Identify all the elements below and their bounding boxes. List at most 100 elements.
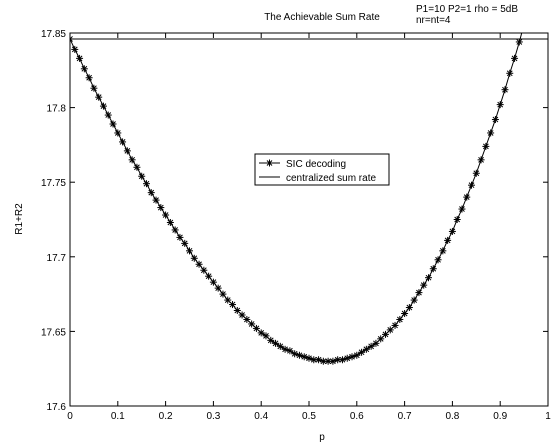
data-point-sic-decoding bbox=[90, 84, 98, 92]
legend-centralized-label: centralized sum rate bbox=[286, 173, 376, 184]
plot-layer: 0 0.1 0.2 0.3 0.4 0.5 0.6 0.7 0.8 0.9 1 17.6 17.65 17… bbox=[41, 29, 551, 422]
data-point-sic-decoding bbox=[238, 311, 246, 319]
data-point-sic-decoding bbox=[219, 290, 227, 298]
y-tick-label: 17.75 bbox=[41, 178, 66, 189]
data-point-sic-decoding bbox=[272, 339, 280, 347]
x-tick-label: 0.4 bbox=[254, 411, 268, 422]
data-point-sic-decoding bbox=[281, 345, 289, 353]
data-point-sic-decoding bbox=[511, 54, 519, 62]
x-tick-label: 0.3 bbox=[206, 411, 220, 422]
data-point-sic-decoding bbox=[377, 335, 385, 343]
data-point-sic-decoding bbox=[262, 332, 270, 340]
data-point-sic-decoding bbox=[315, 356, 323, 364]
chart-title: The Achievable Sum Rate bbox=[264, 12, 380, 23]
chart-annotation-line-2: nr=nt=4 bbox=[416, 15, 451, 26]
y-tick-label: 17.7 bbox=[47, 253, 67, 264]
data-point-sic-decoding bbox=[415, 289, 423, 297]
data-point-sic-decoding bbox=[229, 301, 237, 309]
data-point-sic-decoding bbox=[233, 307, 241, 315]
data-point-sic-decoding bbox=[133, 163, 141, 171]
x-tick-label: 0.7 bbox=[398, 411, 412, 422]
data-layer bbox=[70, 33, 548, 365]
data-point-sic-decoding bbox=[142, 180, 150, 188]
data-point-sic-decoding bbox=[300, 353, 308, 361]
data-point-sic-decoding bbox=[76, 54, 84, 62]
y-tick-label: 17.6 bbox=[47, 402, 67, 413]
data-point-sic-decoding bbox=[372, 339, 380, 347]
data-point-sic-decoding bbox=[515, 38, 523, 46]
data-point-sic-decoding bbox=[190, 254, 198, 262]
data-point-sic-decoding bbox=[348, 353, 356, 361]
data-point-sic-decoding bbox=[434, 256, 442, 264]
data-point-sic-decoding bbox=[444, 236, 452, 244]
y-tick-label: 17.85 bbox=[41, 29, 66, 40]
data-point-sic-decoding bbox=[200, 266, 208, 274]
data-point-sic-decoding bbox=[429, 265, 437, 273]
data-point-sic-decoding bbox=[448, 227, 456, 235]
x-tick-label: 0.8 bbox=[445, 411, 459, 422]
data-point-sic-decoding bbox=[205, 272, 213, 280]
data-point-sic-decoding bbox=[305, 354, 313, 362]
data-point-sic-decoding bbox=[119, 138, 127, 146]
data-point-sic-decoding bbox=[123, 147, 131, 155]
data-point-sic-decoding bbox=[501, 86, 509, 94]
data-point-sic-decoding bbox=[425, 274, 432, 282]
data-point-sic-decoding bbox=[157, 204, 165, 212]
data-point-sic-decoding bbox=[109, 120, 117, 128]
data-point-sic-decoding bbox=[324, 357, 332, 365]
data-point-sic-decoding bbox=[405, 304, 413, 312]
data-point-sic-decoding bbox=[286, 347, 294, 355]
data-point-sic-decoding bbox=[463, 193, 471, 201]
legend-sic-label: SIC decoding bbox=[286, 159, 346, 170]
legend-asterisk-icon bbox=[266, 159, 273, 167]
data-point-sic-decoding bbox=[491, 116, 499, 124]
chart-annotation-line-1: P1=10 P2=1 rho = 5dB bbox=[416, 4, 518, 15]
data-point-sic-decoding bbox=[276, 342, 284, 350]
y-tick-label: 17.65 bbox=[41, 327, 66, 338]
data-point-sic-decoding bbox=[319, 357, 327, 365]
y-tick-label: 17.8 bbox=[47, 104, 67, 115]
data-point-sic-decoding bbox=[458, 205, 466, 213]
data-point-sic-decoding bbox=[396, 315, 404, 323]
data-point-sic-decoding bbox=[224, 296, 232, 304]
data-point-sic-decoding bbox=[248, 320, 256, 328]
legend: SIC decoding centralized sum rate bbox=[254, 153, 390, 186]
data-point-sic-decoding bbox=[295, 351, 303, 359]
data-point-sic-decoding bbox=[195, 260, 203, 268]
data-point-sic-decoding bbox=[85, 74, 93, 82]
data-point-sic-decoding bbox=[71, 45, 79, 53]
data-point-sic-decoding bbox=[358, 348, 366, 356]
data-point-sic-decoding bbox=[162, 211, 170, 219]
x-tick-label: 1 bbox=[545, 411, 551, 422]
data-point-sic-decoding bbox=[401, 309, 409, 317]
data-point-sic-decoding bbox=[95, 93, 103, 101]
x-axis-label: p bbox=[319, 432, 325, 443]
data-point-sic-decoding bbox=[381, 330, 389, 338]
data-point-sic-decoding bbox=[152, 196, 160, 204]
data-point-sic-decoding bbox=[99, 102, 107, 110]
x-tick-label: 0.9 bbox=[493, 411, 507, 422]
data-point-sic-decoding bbox=[257, 329, 265, 337]
data-point-sic-decoding bbox=[114, 129, 122, 137]
data-point-sic-decoding bbox=[482, 142, 490, 150]
data-point-sic-decoding bbox=[252, 324, 260, 332]
data-point-sic-decoding bbox=[496, 101, 504, 109]
data-point-sic-decoding bbox=[181, 239, 189, 247]
data-point-sic-decoding bbox=[472, 169, 480, 177]
y-axis-label: R1+R2 bbox=[14, 203, 25, 235]
data-point-sic-decoding bbox=[171, 226, 179, 234]
x-tick-label: 0.2 bbox=[159, 411, 173, 422]
data-point-sic-decoding bbox=[386, 326, 394, 334]
legend-box bbox=[254, 153, 390, 186]
data-point-sic-decoding bbox=[176, 233, 184, 241]
data-point-sic-decoding bbox=[209, 278, 217, 286]
data-point-sic-decoding bbox=[391, 321, 399, 329]
data-point-sic-decoding bbox=[80, 65, 88, 73]
data-point-sic-decoding bbox=[468, 181, 476, 189]
x-tick-label: 0.1 bbox=[111, 411, 125, 422]
data-point-sic-decoding bbox=[343, 354, 351, 362]
data-point-sic-decoding bbox=[338, 356, 346, 364]
legend-sic-marker bbox=[266, 159, 273, 167]
